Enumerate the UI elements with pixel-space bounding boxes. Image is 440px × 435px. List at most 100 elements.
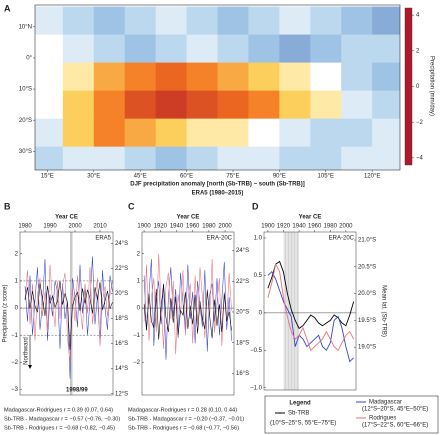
y-tick-label: 20°S xyxy=(19,118,32,124)
heatmap-cell xyxy=(217,6,249,35)
correlation-text: Sb-TRB - Rodrigues r = −0.68 (−0.82, −0.… xyxy=(4,425,115,431)
heatmap-cell xyxy=(186,6,218,35)
heatmap-cell xyxy=(124,146,157,170)
heatmap-cell xyxy=(279,6,311,35)
heatmap-cell xyxy=(372,118,400,148)
heatmap-cell xyxy=(341,6,373,35)
plot-frame xyxy=(19,231,114,396)
y2-tick-label: 19.0°S xyxy=(358,345,376,351)
x-tick-label: 1980 xyxy=(324,224,338,230)
y-tick-label: −0.5 xyxy=(250,348,263,354)
heatmap-cell xyxy=(155,118,187,148)
heatmap-cell xyxy=(35,6,64,35)
heatmap-cell xyxy=(279,146,311,170)
heatmap-cell xyxy=(35,34,64,63)
heatmap-cell xyxy=(279,62,311,92)
x-tick-label: 1940 xyxy=(292,224,306,230)
x-axis-label: Year CE xyxy=(177,215,200,221)
heatmap-cell xyxy=(310,90,342,120)
heatmap-cell xyxy=(62,34,95,63)
legend-label: Rodrigues xyxy=(369,416,396,422)
x-tick-label: 1990 xyxy=(43,224,57,230)
y2-axis-label: Mean lat. (Sb-TRB) xyxy=(380,285,386,337)
y-tick-label: 2 xyxy=(15,251,19,257)
heatmap-cell xyxy=(186,62,218,92)
y2-tick-label: 20°S xyxy=(115,291,128,297)
x-axis-label: DJF precipitation anomaly [north (Sb-TRB… xyxy=(130,182,305,188)
source-label: ERA-20C xyxy=(329,236,355,242)
y-tick-label: 1.0 xyxy=(254,236,263,242)
series-line xyxy=(24,264,113,363)
x-tick-label: 45°E xyxy=(134,174,147,180)
heatmap-cell xyxy=(62,62,95,92)
correlation-text: Sb-TRB - Madagascar r = −0.20 (−0.37, −0… xyxy=(128,416,244,422)
heatmap-cell xyxy=(341,118,373,148)
heatmap-cell xyxy=(310,34,342,63)
heatmap-cell xyxy=(248,6,280,35)
x-tick-label: 120°E xyxy=(364,174,380,180)
heatmap-cell xyxy=(372,90,400,120)
x-tick-label: 1980 xyxy=(18,224,32,230)
legend-label: Sb-TRB xyxy=(288,411,309,417)
y2-tick-label: 16°S xyxy=(115,341,128,347)
correlation-text: Madagascar-Rodrigues r = 0.39 (0.07, 0.6… xyxy=(4,407,113,413)
y-tick-label: −1 xyxy=(133,333,141,339)
heatmap-cell xyxy=(217,90,249,120)
series-line xyxy=(24,280,113,350)
y-tick-label: −1 xyxy=(11,333,19,339)
x-tick-label: 1900 xyxy=(261,224,275,230)
panel-letter: C xyxy=(128,201,135,211)
panel-letter: B xyxy=(4,201,11,211)
y-tick-label: −2 xyxy=(133,360,141,366)
source-label: ERA5 xyxy=(95,236,111,242)
y2-tick-label: 18°S xyxy=(236,340,249,346)
y2-tick-label: 24°S xyxy=(115,241,128,247)
colorbar-tick-label: −4 xyxy=(416,155,424,161)
x-tick-label: 1900 xyxy=(137,224,151,230)
heatmap-cell xyxy=(93,6,126,35)
y2-tick-label: 20°S xyxy=(236,310,249,316)
heatmap-cell xyxy=(341,62,373,92)
heatmap-cell xyxy=(341,34,373,63)
heatmap-cell xyxy=(93,34,126,63)
source-label: ERA-20C xyxy=(207,236,233,242)
highlight-span xyxy=(283,232,300,390)
heatmap-cell xyxy=(124,118,157,148)
legend-region: (10°S–25°S, 55°E–75°E) xyxy=(270,421,336,427)
correlation-text: Sb-TRB - Rodrigues r = −0.68 (−0.77, −0.… xyxy=(128,425,239,431)
heatmap-cell xyxy=(35,90,64,120)
y2-tick-label: 19.5°S xyxy=(358,318,376,324)
heatmap-cell xyxy=(186,90,218,120)
x-tick-label: 75°E xyxy=(226,174,239,180)
y2-tick-label: 14°S xyxy=(115,366,128,372)
x-tick-label: 105°E xyxy=(318,174,334,180)
heatmap-cell xyxy=(310,146,342,170)
x-tick-label: 2000 xyxy=(218,224,232,230)
heatmap-cell xyxy=(372,6,400,35)
panel-letter: A xyxy=(4,3,11,13)
map-cells xyxy=(35,6,400,170)
y-axis-label: Precipitation (z score) xyxy=(3,284,9,342)
colorbar-label: Precipitation (mm/day) xyxy=(428,56,434,116)
heatmap-cell xyxy=(248,34,280,63)
heatmap-cell xyxy=(35,118,64,148)
colorbar-tick-label: −2 xyxy=(416,120,424,126)
heatmap-cell xyxy=(217,62,249,92)
highlight-span xyxy=(70,232,73,395)
direction-arrowhead xyxy=(28,365,32,369)
y-tick-label: 1 xyxy=(137,278,141,284)
y2-tick-label: 22°S xyxy=(115,266,128,272)
x-tick-label: 30°E xyxy=(87,174,100,180)
heatmap-cell xyxy=(124,90,157,120)
heatmap-cell xyxy=(186,34,218,63)
series-line xyxy=(24,256,113,379)
heatmap-cell xyxy=(186,118,218,148)
heatmap-cell xyxy=(217,146,249,170)
heatmap-cell xyxy=(279,34,311,63)
heatmap-cell xyxy=(310,118,342,148)
y2-tick-label: 20.5°S xyxy=(358,264,376,270)
panel-letter: D xyxy=(252,201,259,211)
map-frame xyxy=(34,4,401,171)
x-axis-label: Year CE xyxy=(299,215,322,221)
y-tick-label: 0 xyxy=(137,306,141,312)
